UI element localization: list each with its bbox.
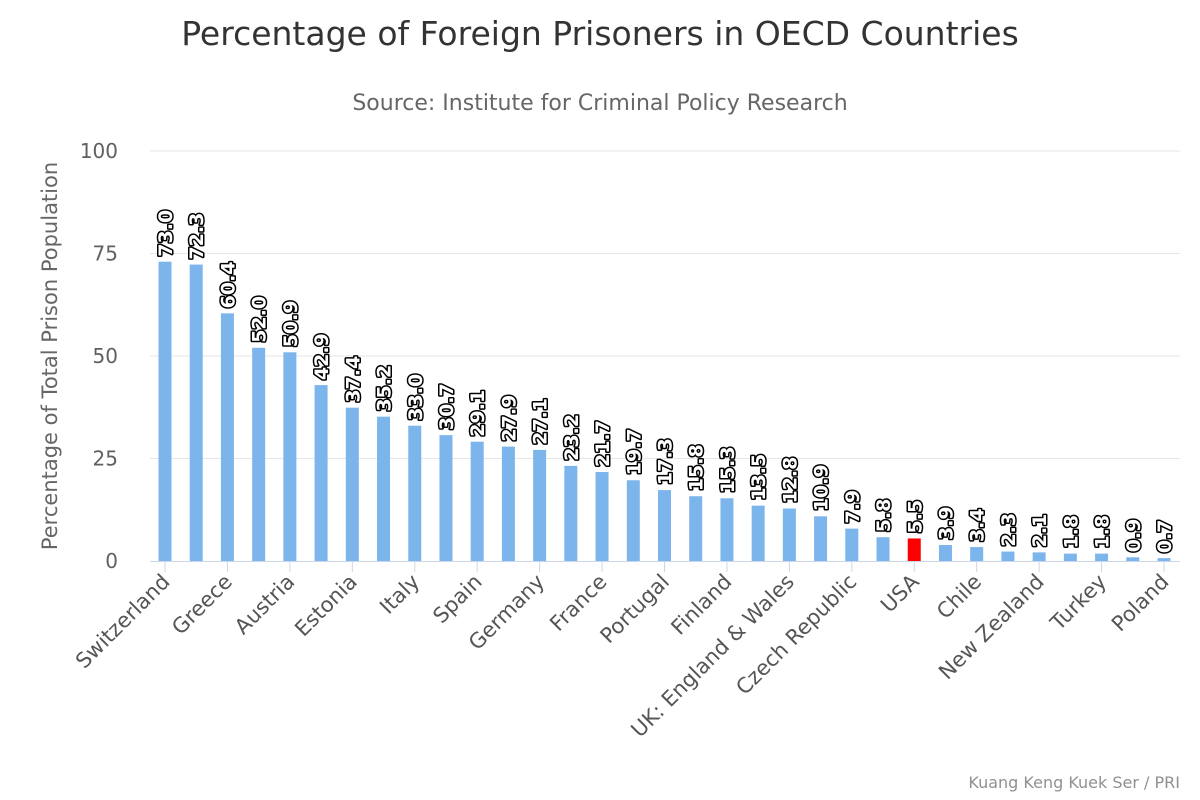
x-category-label: USA: [876, 569, 924, 617]
data-label: 21.7: [592, 420, 614, 467]
data-label: 72.3: [186, 213, 208, 260]
data-label: 17.3: [655, 438, 677, 485]
bar: [658, 490, 671, 561]
bar: [564, 465, 578, 561]
chart-title: Percentage of Foreign Prisoners in OECD …: [181, 14, 1019, 53]
bar: [439, 435, 453, 561]
bar: [314, 385, 328, 561]
data-label: 27.9: [498, 395, 520, 442]
data-label: 42.9: [311, 333, 333, 380]
data-label: 0.7: [1154, 519, 1176, 553]
bar: [907, 538, 921, 561]
data-label: 15.8: [686, 444, 708, 491]
y-tick-label: 25: [93, 447, 118, 471]
bar: [1032, 552, 1046, 561]
data-label: 13.5: [748, 454, 770, 501]
data-label: 23.2: [561, 414, 583, 461]
x-category-label: Turkey: [1045, 570, 1111, 636]
bar: [283, 352, 297, 561]
x-category-label: Spain: [428, 570, 486, 628]
data-label: 2.3: [998, 513, 1020, 547]
data-labels: 73.0 72.3 60.4 52.0 50.9 42.9 37.4 35.2 33.0 30.7…: [154, 208, 1178, 554]
data-label: 0.9: [1123, 519, 1145, 553]
bar: [720, 498, 734, 561]
data-label: 73.0: [155, 210, 177, 257]
y-tick-label: 75: [93, 242, 118, 266]
bar: [814, 516, 828, 561]
bar: [533, 449, 547, 561]
y-tick-label: 0: [105, 549, 118, 573]
bar: [845, 528, 859, 561]
x-axis-ticks: [164, 562, 1165, 572]
bar: [938, 545, 952, 561]
data-label: 15.3: [717, 446, 739, 493]
x-category-label: Chile: [932, 570, 986, 624]
bar: [626, 480, 640, 561]
bar: [377, 416, 391, 561]
bar: [1063, 553, 1077, 561]
data-label: 3.4: [967, 508, 989, 542]
bar: [751, 505, 765, 561]
bar: [220, 313, 234, 561]
y-tick-label: 100: [80, 139, 118, 163]
bar: [189, 264, 203, 561]
bar: [1001, 551, 1015, 561]
bar: [501, 446, 515, 561]
data-label: 7.9: [842, 490, 864, 524]
data-label: 60.4: [217, 261, 239, 308]
data-label: 52.0: [249, 296, 271, 343]
data-label: 3.9: [935, 506, 957, 540]
y-axis-title: Percentage of Total Prison Population: [38, 162, 62, 550]
data-label: 33.0: [405, 374, 427, 421]
chart-subtitle: Source: Institute for Criminal Policy Re…: [352, 91, 848, 116]
bar: [1157, 558, 1171, 561]
data-label: 1.8: [1092, 515, 1114, 549]
data-label: 5.8: [873, 499, 895, 533]
bar: [1095, 553, 1109, 561]
chart-credit: Kuang Keng Kuek Ser / PRI: [968, 773, 1180, 792]
data-label: 29.1: [467, 390, 489, 437]
bars: [158, 261, 1171, 561]
bar: [970, 547, 984, 561]
bar: [470, 441, 484, 561]
x-category-label: Austria: [230, 570, 299, 639]
bar: [595, 472, 609, 561]
bar: [158, 261, 172, 561]
bar: [876, 537, 890, 561]
x-category-label: Italy: [375, 570, 424, 619]
data-label: 50.9: [280, 300, 302, 347]
x-category-label: Poland: [1107, 570, 1174, 637]
x-category-label: Estonia: [290, 570, 362, 642]
bar: [252, 347, 266, 561]
y-tick-label: 50: [93, 344, 118, 368]
bar: [782, 508, 796, 561]
bar: [689, 496, 703, 561]
bar: [408, 425, 422, 561]
bar: [345, 407, 359, 561]
data-label: 27.1: [530, 398, 552, 445]
x-category-label: Greece: [167, 570, 237, 640]
data-label: 2.1: [1029, 514, 1051, 548]
x-category-label: Switzerland: [71, 570, 175, 674]
data-label: 30.7: [436, 383, 458, 430]
data-label: 1.8: [1060, 515, 1082, 549]
y-axis-ticks: 0 25 50 75 100: [80, 139, 118, 573]
x-category-label: Portugal: [596, 570, 674, 648]
bar: [1126, 557, 1140, 561]
data-label: 19.7: [623, 428, 645, 475]
data-label: 10.9: [811, 464, 833, 511]
data-label: 37.4: [342, 356, 364, 403]
data-label: 5.5: [904, 500, 926, 534]
data-label: 35.2: [374, 365, 396, 412]
data-label: 12.8: [779, 457, 801, 504]
gridlines: [150, 150, 1180, 459]
